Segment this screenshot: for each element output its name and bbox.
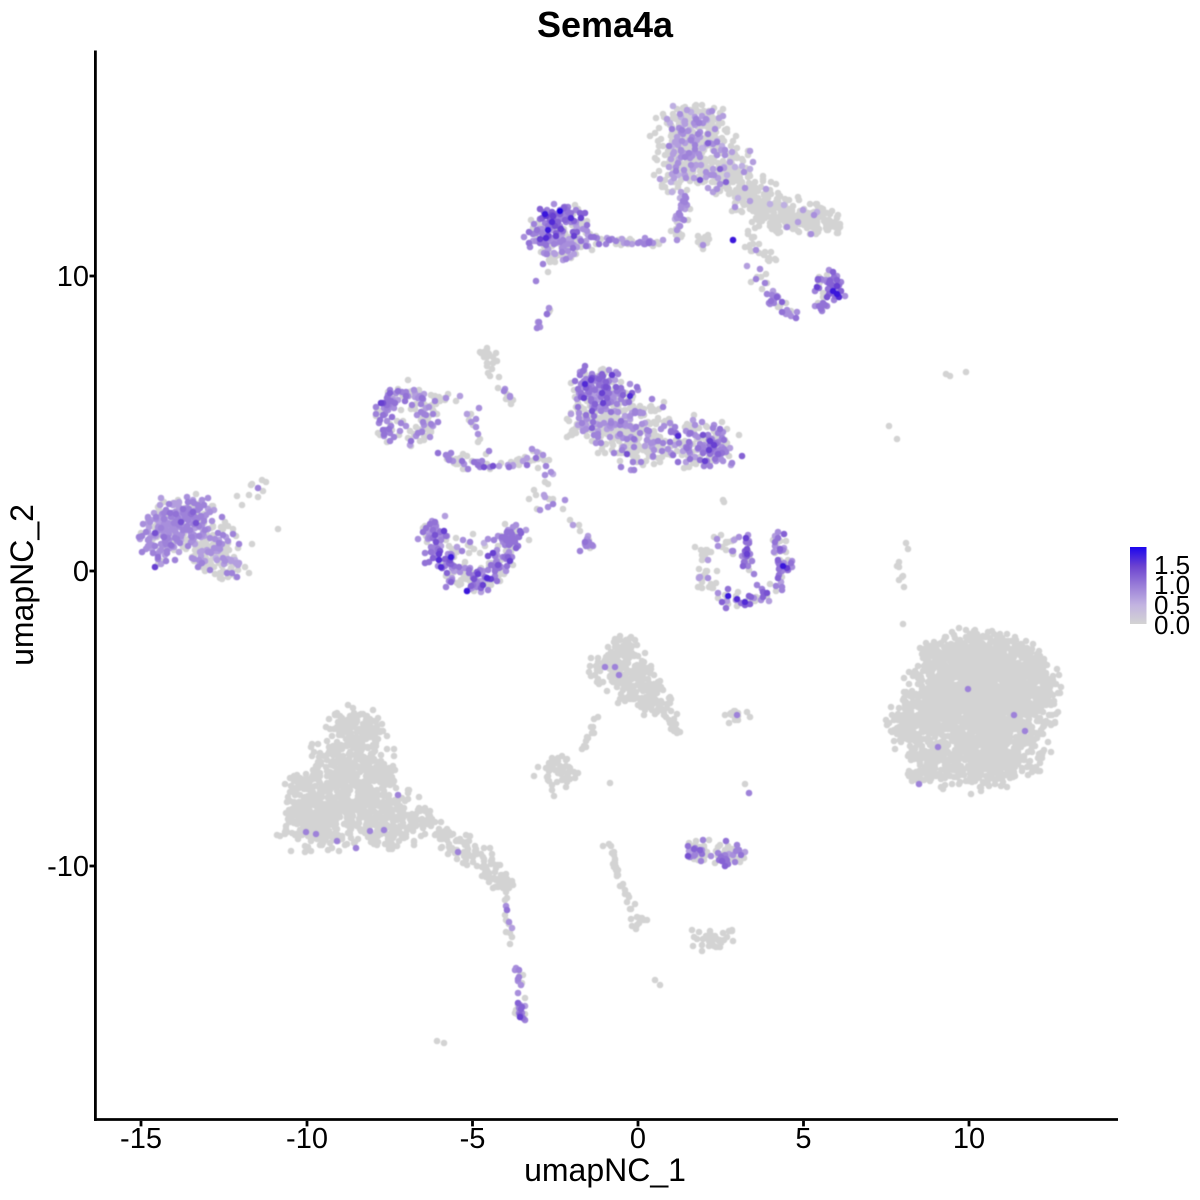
svg-text:0.5: 0.5 xyxy=(1154,590,1190,620)
svg-text:1.0: 1.0 xyxy=(1154,570,1190,600)
svg-text:0: 0 xyxy=(630,1123,646,1155)
svg-text:10: 10 xyxy=(57,261,89,293)
svg-text:-10: -10 xyxy=(47,851,89,883)
svg-text:0.0: 0.0 xyxy=(1154,610,1190,640)
svg-text:umapNC_1: umapNC_1 xyxy=(524,1152,686,1188)
svg-text:1.5: 1.5 xyxy=(1154,550,1190,580)
svg-text:umapNC_2: umapNC_2 xyxy=(4,504,40,666)
svg-text:-15: -15 xyxy=(120,1123,162,1155)
svg-text:-10: -10 xyxy=(286,1123,328,1155)
svg-text:-5: -5 xyxy=(460,1123,486,1155)
svg-text:0: 0 xyxy=(73,556,89,588)
svg-text:Sema4a: Sema4a xyxy=(537,4,674,45)
svg-text:10: 10 xyxy=(953,1123,985,1155)
svg-text:5: 5 xyxy=(795,1123,811,1155)
